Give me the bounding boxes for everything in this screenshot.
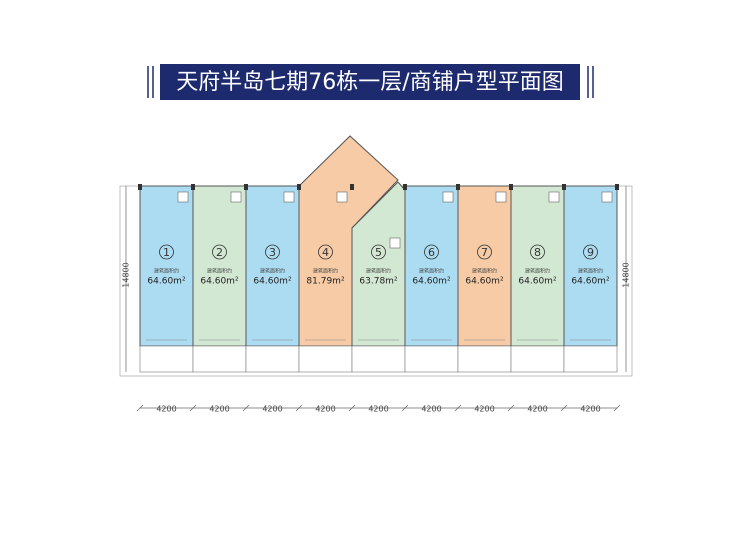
unit-number: 8 [534, 246, 541, 259]
dimensions: 4200 4200 4200 4200 4200 4200 4200 4200 4200 1480… [122, 186, 631, 414]
area-label: 建筑面积约 [419, 268, 444, 275]
unit-number: 1 [163, 246, 170, 259]
unit-area [192, 185, 247, 347]
dim-tick [242, 404, 250, 412]
fixture [283, 191, 295, 203]
unit-number: 5 [375, 246, 382, 259]
title-stripes [147, 66, 594, 98]
area-label: 建筑面积约 [313, 268, 338, 275]
dim-tick [348, 404, 356, 412]
unit-front [192, 345, 247, 373]
unit-front [139, 345, 194, 373]
unit-front [510, 345, 565, 373]
unit-number-circle [583, 244, 598, 260]
unit-front [298, 345, 353, 373]
unit-number-circle [424, 244, 439, 260]
width-label: 4200 [315, 405, 335, 414]
dim-tick [507, 404, 515, 412]
unit-area-value: 64.60m² [200, 277, 239, 287]
unit-area-value: 63.78m² [359, 277, 398, 287]
wall-column [562, 184, 566, 190]
unit-area-value: 81.79m² [306, 277, 345, 287]
unit-area-value: 64.60m² [147, 277, 186, 287]
unit-number-circle [530, 244, 545, 260]
width-label: 4200 [209, 405, 229, 414]
unit-front [563, 345, 618, 373]
dim-tick [295, 404, 303, 412]
unit-number-circle [477, 244, 492, 260]
title: 天府半岛七期76栋一层/商铺户型平面图 [176, 70, 563, 95]
unit-front [245, 345, 300, 373]
area-label: 建筑面积约 [260, 268, 285, 275]
units: 1 建筑面积约 64.60m² 2 建筑面积约 64.60m² 3 建筑面积约 64.60m² 4… [138, 135, 619, 373]
width-label: 4200 [368, 405, 388, 414]
area-label: 建筑面积约 [472, 268, 497, 275]
dim-tick [560, 404, 568, 412]
dim-tick [189, 404, 197, 412]
unit-area-value: 64.60m² [412, 277, 451, 287]
unit-area [139, 185, 194, 347]
fixture [177, 191, 189, 203]
unit-area [404, 185, 459, 347]
unit-area [245, 185, 300, 347]
width-label: 4200 [527, 405, 547, 414]
area-label: 建筑面积约 [578, 268, 603, 275]
fixture [336, 191, 348, 203]
unit-front [404, 345, 459, 373]
fixture [389, 237, 401, 249]
area-label: 建筑面积约 [154, 268, 179, 275]
unit-number: 4 [322, 246, 329, 259]
unit-front [351, 345, 406, 373]
unit-number-circle [265, 244, 280, 260]
unit-area-value: 64.60m² [465, 277, 504, 287]
wall-column [138, 184, 142, 190]
unit-area [510, 185, 565, 347]
wall-column [509, 184, 513, 190]
title-banner [160, 64, 580, 100]
wall-column [615, 184, 619, 190]
area-label: 建筑面积约 [366, 268, 391, 275]
dim-tick [454, 404, 462, 412]
area-label: 建筑面积约 [525, 268, 550, 275]
dim-tick [613, 404, 621, 412]
fixture [495, 191, 507, 203]
unit-number-circle [371, 244, 386, 260]
width-label: 4200 [262, 405, 282, 414]
wall-column [244, 184, 248, 190]
height-label: 14800 [622, 262, 631, 287]
wall-column [350, 184, 354, 190]
unit-area-value: 64.60m² [518, 277, 557, 287]
height-label: 14800 [122, 262, 131, 287]
unit-number-circle [318, 244, 333, 260]
wall-column [297, 184, 301, 190]
unit-area [457, 185, 512, 347]
unit-front [457, 345, 512, 373]
width-label: 4200 [156, 405, 176, 414]
area-label: 建筑面积约 [207, 268, 232, 275]
fixture [230, 191, 242, 203]
fixture [548, 191, 560, 203]
unit-number: 6 [428, 246, 435, 259]
width-label: 4200 [580, 405, 600, 414]
unit-number: 3 [269, 246, 276, 259]
wall-column [403, 184, 407, 190]
unit-area-value: 64.60m² [253, 277, 292, 287]
unit-number: 9 [587, 246, 594, 259]
unit-number-circle [212, 244, 227, 260]
fixture [442, 191, 454, 203]
dim-tick [401, 404, 409, 412]
unit-number: 7 [481, 246, 488, 259]
dim-tick [136, 404, 144, 412]
unit-number: 2 [216, 246, 223, 259]
unit-area-value: 64.60m² [571, 277, 610, 287]
wall-column [456, 184, 460, 190]
unit-number-circle [159, 244, 174, 260]
unit-area [563, 185, 618, 347]
width-label: 4200 [421, 405, 441, 414]
width-label: 4200 [474, 405, 494, 414]
fixture [601, 191, 613, 203]
wall-column [191, 184, 195, 190]
